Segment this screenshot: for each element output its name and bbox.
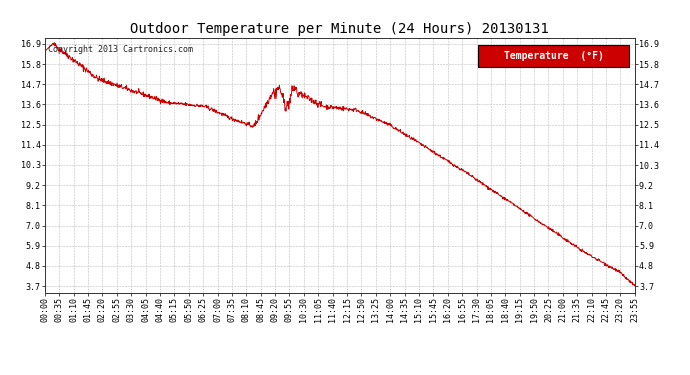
FancyBboxPatch shape: [478, 45, 629, 67]
Title: Outdoor Temperature per Minute (24 Hours) 20130131: Outdoor Temperature per Minute (24 Hours…: [130, 22, 549, 36]
Text: Temperature  (°F): Temperature (°F): [504, 51, 604, 61]
Text: Copyright 2013 Cartronics.com: Copyright 2013 Cartronics.com: [48, 45, 193, 54]
